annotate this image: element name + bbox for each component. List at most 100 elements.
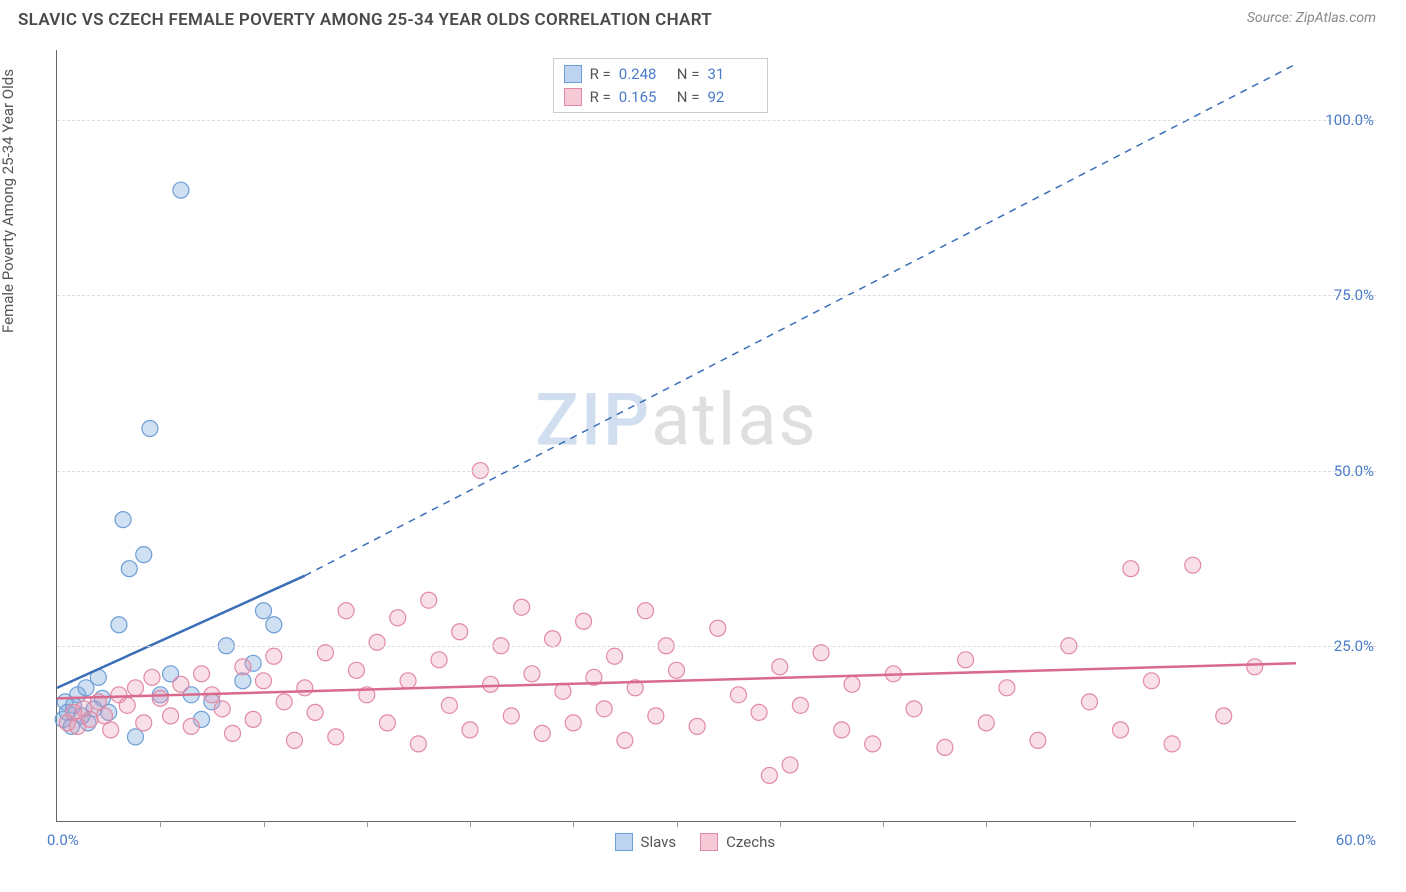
series-legend: Slavs Czechs	[615, 833, 776, 851]
data-point	[937, 739, 953, 755]
x-tick-mark	[573, 821, 574, 827]
grid-line	[57, 295, 1376, 296]
chart-title: SLAVIC VS CZECH FEMALE POVERTY AMONG 25-…	[18, 10, 712, 30]
data-point	[648, 708, 664, 724]
legend-label-czechs: Czechs	[726, 833, 775, 851]
legend-label-slavs: Slavs	[641, 833, 677, 851]
data-point	[813, 645, 829, 661]
data-point	[730, 687, 746, 703]
chart-container: Female Poverty Among 25-34 Year Olds ZIP…	[18, 40, 1376, 872]
data-point	[906, 701, 922, 717]
data-point	[286, 732, 302, 748]
data-point	[524, 666, 540, 682]
data-point	[999, 680, 1015, 696]
data-point	[617, 732, 633, 748]
x-tick-mark	[470, 821, 471, 827]
data-point	[1082, 694, 1098, 710]
grid-line	[57, 120, 1376, 121]
legend-row-czechs: R = 0.165 N = 92	[564, 86, 758, 109]
data-point	[115, 512, 131, 528]
n-label: N =	[677, 86, 700, 109]
data-point	[173, 182, 189, 198]
x-tick-mark	[264, 821, 265, 827]
n-value-czechs: 92	[707, 86, 757, 109]
data-point	[978, 715, 994, 731]
data-point	[421, 592, 437, 608]
data-point	[1185, 557, 1201, 573]
grid-line	[57, 471, 1376, 472]
correlation-legend: R = 0.248 N = 31 R = 0.165 N = 92	[553, 58, 769, 113]
data-point	[596, 701, 612, 717]
data-point	[256, 673, 272, 689]
x-tick-mark	[780, 821, 781, 827]
data-point	[400, 673, 416, 689]
data-point	[545, 631, 561, 647]
data-point	[297, 680, 313, 696]
data-point	[276, 694, 292, 710]
grid-line	[57, 646, 1376, 647]
data-point	[607, 648, 623, 664]
data-point	[121, 561, 137, 577]
data-point	[348, 662, 364, 678]
data-point	[119, 697, 135, 713]
data-point	[266, 617, 282, 633]
data-point	[834, 722, 850, 738]
n-value-slavs: 31	[707, 63, 757, 86]
data-point	[958, 652, 974, 668]
y-tick-label: 75.0%	[1304, 286, 1374, 304]
data-point	[689, 718, 705, 734]
trend-line-dashed	[305, 64, 1296, 576]
data-point	[214, 701, 230, 717]
swatch-slavs	[564, 65, 582, 83]
data-point	[142, 420, 158, 436]
data-point	[1216, 708, 1232, 724]
plot-area: ZIPatlas R = 0.248 N = 31 R = 0.165 N = …	[56, 50, 1296, 822]
data-point	[555, 683, 571, 699]
data-point	[390, 610, 406, 626]
data-point	[379, 715, 395, 731]
legend-row-slavs: R = 0.248 N = 31	[564, 63, 758, 86]
data-point	[865, 736, 881, 752]
x-tick-mark	[1193, 821, 1194, 827]
data-point	[761, 767, 777, 783]
data-point	[136, 715, 152, 731]
data-point	[441, 697, 457, 713]
data-point	[82, 711, 98, 727]
data-point	[1143, 673, 1159, 689]
data-point	[638, 603, 654, 619]
data-point	[792, 697, 808, 713]
y-tick-label: 25.0%	[1304, 637, 1374, 655]
data-point	[534, 725, 550, 741]
x-tick-min: 0.0%	[47, 831, 79, 849]
data-point	[452, 624, 468, 640]
data-point	[194, 666, 210, 682]
data-point	[266, 648, 282, 664]
source-label: Source: ZipAtlas.com	[1247, 10, 1376, 26]
scatter-svg	[57, 50, 1296, 821]
data-point	[136, 547, 152, 563]
data-point	[183, 718, 199, 734]
x-tick-mark	[883, 821, 884, 827]
data-point	[503, 708, 519, 724]
y-axis-label: Female Poverty Among 25-34 Year Olds	[0, 69, 17, 333]
data-point	[144, 669, 160, 685]
data-point	[669, 662, 685, 678]
data-point	[256, 603, 272, 619]
data-point	[1112, 722, 1128, 738]
data-point	[307, 704, 323, 720]
x-tick-mark	[160, 821, 161, 827]
data-point	[245, 711, 261, 727]
x-tick-mark	[367, 821, 368, 827]
trend-line	[57, 576, 305, 688]
data-point	[235, 659, 251, 675]
data-point	[514, 599, 530, 615]
data-point	[431, 652, 447, 668]
data-point	[338, 603, 354, 619]
data-point	[173, 676, 189, 692]
data-point	[317, 645, 333, 661]
data-point	[772, 659, 788, 675]
data-point	[225, 725, 241, 741]
data-point	[1123, 561, 1139, 577]
data-point	[844, 676, 860, 692]
legend-item-slavs: Slavs	[615, 833, 677, 851]
